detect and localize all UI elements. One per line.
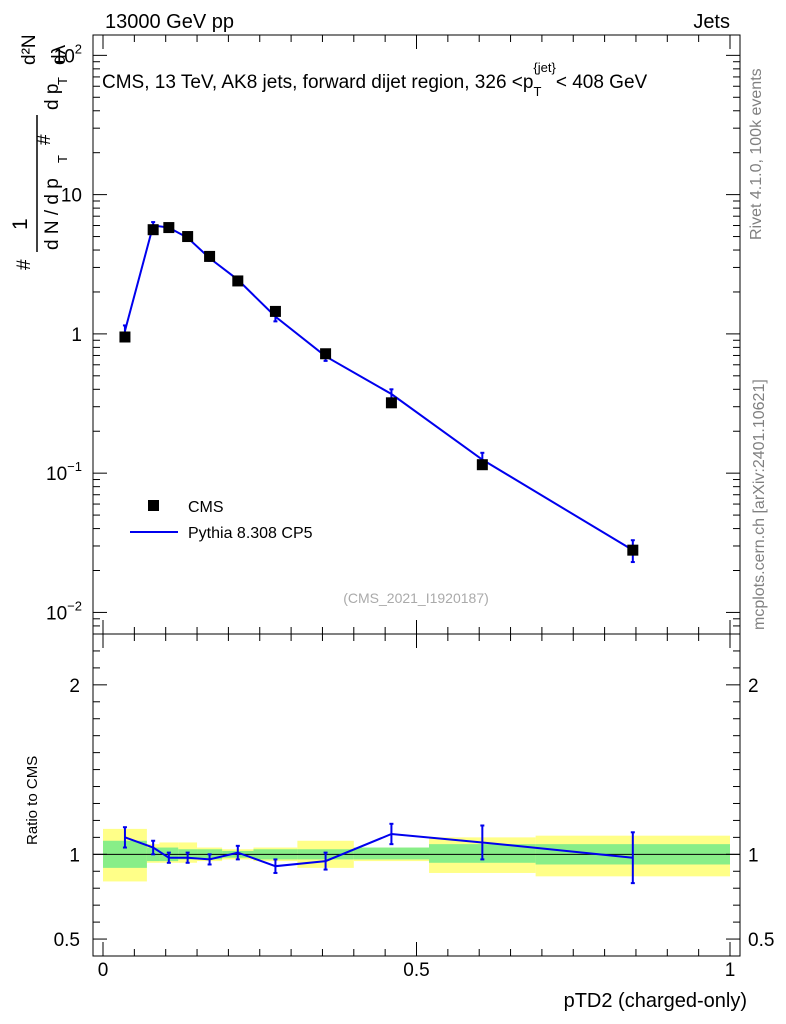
ylabel-dn: d N / d p	[42, 178, 63, 250]
ratio-tick-label-right: 2	[748, 676, 759, 697]
data-point	[147, 224, 159, 236]
ylabel-hash2: #	[34, 134, 55, 145]
plot-title: CMS, 13 TeV, AK8 jets, forward dijet reg…	[102, 60, 648, 99]
mcplots-label: mcplots.cern.ch [arXiv:2401.10621]	[751, 379, 768, 630]
data-point	[232, 275, 244, 287]
data-point	[476, 459, 488, 471]
ratio-y-label: Ratio to CMS	[24, 756, 41, 845]
data-point	[119, 331, 131, 343]
x-tick-label: 0	[98, 960, 109, 981]
analysis-watermark: (CMS_2021_I1920187)	[343, 590, 489, 606]
ratio-plot-area	[93, 822, 740, 885]
title-main: CMS, 13 TeV, AK8 jets, forward dijet reg…	[102, 72, 533, 93]
rivet-label: Rivet 4.1.0, 100k events	[748, 68, 765, 240]
title-sup: {jet}	[533, 60, 556, 75]
x-tick-label: 0.5	[403, 960, 429, 981]
title-end: < 408 GeV	[556, 72, 648, 93]
ylabel-d2n: d²N	[19, 34, 40, 65]
legend-cms-label: CMS	[188, 499, 224, 516]
ylabel-hash: #	[14, 259, 35, 270]
x-tick-label: 1	[725, 960, 736, 981]
data-point	[320, 348, 332, 360]
data-point	[163, 222, 175, 234]
main-plot-frame	[92, 34, 741, 635]
x-axis-label: pTD2 (charged-only)	[564, 990, 747, 1012]
legend-cms-marker	[148, 500, 159, 511]
ylabel-dp: d p	[42, 84, 63, 110]
ratio-plot-frame	[92, 633, 741, 957]
data-point	[385, 397, 397, 409]
ylabel-t: T	[55, 155, 70, 163]
ylabel-one: 1	[9, 218, 32, 230]
main-plot-area	[119, 221, 639, 564]
data-point	[204, 250, 216, 262]
data-point	[269, 305, 281, 317]
ylabel-t2: T	[55, 77, 70, 85]
ratio-tick-label-left: 2	[69, 676, 80, 697]
y-tick-label: 10−2	[46, 598, 82, 624]
y-tick-label: 1	[71, 325, 82, 346]
ratio-tick-label-right: 0.5	[748, 930, 774, 951]
title-sub: T	[533, 84, 541, 99]
ratio-tick-label-right: 1	[748, 845, 759, 866]
y-tick-label: 102	[54, 41, 82, 67]
ratio-tick-label-left: 0.5	[54, 930, 80, 951]
beam-label: 13000 GeV pp	[105, 11, 234, 33]
stat-band	[353, 847, 430, 860]
legend: CMS Pythia 8.308 CP5	[130, 499, 313, 542]
y-tick-label: 10−1	[46, 459, 82, 485]
category-label: Jets	[693, 11, 730, 33]
data-point	[627, 544, 639, 556]
legend-pythia-label: Pythia 8.308 CP5	[188, 525, 313, 542]
y-axis-label: # 1 d N / d p T # d p T d²N dλ	[9, 34, 70, 270]
y-tick-label: 10	[61, 186, 82, 207]
data-point	[182, 231, 194, 243]
ratio-tick-label-left: 1	[69, 845, 80, 866]
ylabel-dlambda: dλ	[49, 44, 70, 65]
